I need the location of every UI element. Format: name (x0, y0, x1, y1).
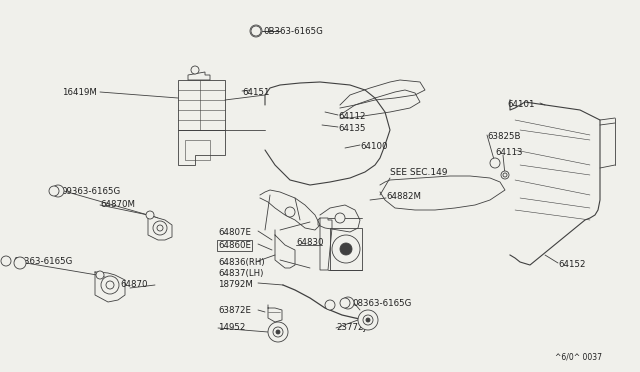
Circle shape (503, 173, 507, 177)
Circle shape (268, 322, 288, 342)
Circle shape (251, 26, 261, 36)
Text: 64113: 64113 (495, 148, 522, 157)
Text: S: S (56, 189, 60, 193)
Circle shape (501, 171, 509, 179)
Circle shape (14, 257, 26, 269)
Circle shape (52, 185, 64, 197)
Text: 23772J: 23772J (336, 323, 366, 332)
Bar (330, 228, 362, 270)
Circle shape (363, 315, 373, 325)
Circle shape (285, 207, 295, 217)
Circle shape (101, 276, 119, 294)
Text: 64836(RH): 64836(RH) (218, 258, 264, 267)
Circle shape (332, 235, 360, 263)
Text: S: S (346, 301, 350, 305)
Circle shape (96, 271, 104, 279)
Text: ^6/0^ 0037: ^6/0^ 0037 (555, 352, 602, 361)
Text: 64112: 64112 (338, 112, 365, 121)
Text: 08363-6165G: 08363-6165G (13, 257, 72, 266)
Text: 0B363-6165G: 0B363-6165G (263, 28, 323, 36)
Text: S: S (4, 259, 8, 263)
Circle shape (49, 186, 59, 196)
Text: 64882M: 64882M (386, 192, 421, 201)
Text: 14952: 14952 (218, 323, 245, 332)
Circle shape (106, 281, 114, 289)
Circle shape (1, 256, 11, 266)
Circle shape (273, 327, 283, 337)
Text: 16419M: 16419M (62, 88, 97, 97)
Text: 64151: 64151 (242, 88, 269, 97)
Circle shape (340, 243, 352, 255)
Text: 64135: 64135 (338, 124, 365, 133)
Text: 18792M: 18792M (218, 280, 253, 289)
Text: 64870M: 64870M (100, 200, 135, 209)
Text: 63825B: 63825B (487, 132, 520, 141)
Circle shape (153, 221, 167, 235)
Text: 64870: 64870 (120, 280, 147, 289)
Circle shape (335, 213, 345, 223)
Circle shape (340, 298, 350, 308)
Text: 08363-6165G: 08363-6165G (352, 299, 412, 308)
Circle shape (146, 211, 154, 219)
Circle shape (157, 225, 163, 231)
Text: 64830: 64830 (296, 238, 323, 247)
Circle shape (250, 25, 262, 37)
Text: S: S (253, 29, 259, 33)
Text: S: S (18, 260, 22, 266)
Text: S: S (342, 301, 348, 305)
Text: 64860E: 64860E (218, 241, 251, 250)
Circle shape (358, 310, 378, 330)
Circle shape (366, 318, 370, 322)
Text: S: S (253, 29, 259, 33)
Circle shape (276, 330, 280, 334)
Text: 64152: 64152 (558, 260, 586, 269)
Text: 09363-6165G: 09363-6165G (61, 187, 120, 196)
Circle shape (490, 158, 500, 168)
Circle shape (325, 300, 335, 310)
Text: 64837(LH): 64837(LH) (218, 269, 264, 278)
Text: SEE SEC.149: SEE SEC.149 (390, 168, 447, 177)
Text: 64100: 64100 (360, 142, 387, 151)
Circle shape (342, 297, 354, 309)
Text: 64101: 64101 (507, 100, 534, 109)
Text: 63872E: 63872E (218, 306, 251, 315)
Circle shape (191, 66, 199, 74)
Text: S: S (52, 189, 56, 193)
Text: 64807E: 64807E (218, 228, 251, 237)
